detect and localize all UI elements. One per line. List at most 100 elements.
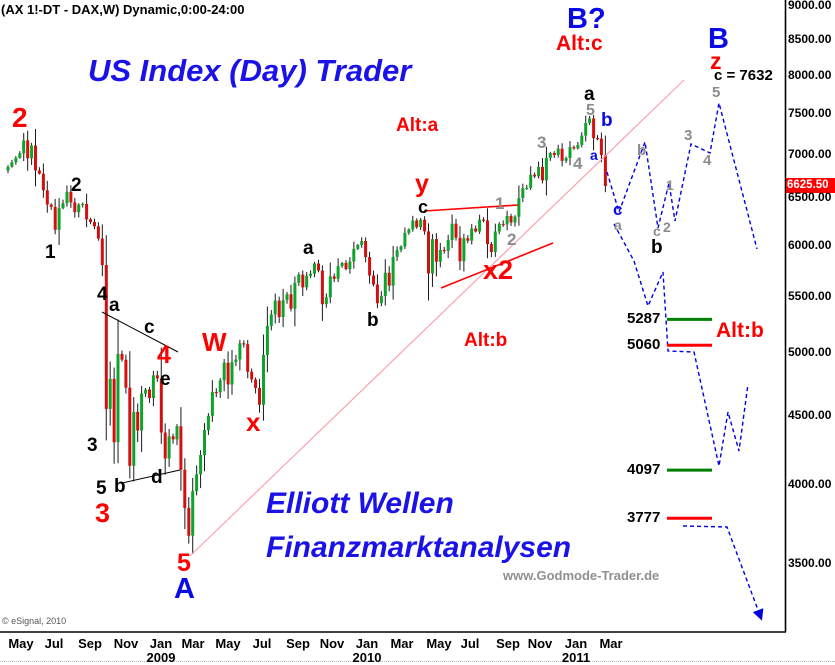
candle-up	[446, 240, 450, 251]
candle-up	[564, 158, 568, 161]
candle-down	[49, 204, 53, 207]
wave-label-c: c	[418, 197, 429, 217]
candle-down	[258, 387, 261, 405]
level-label-5287: 5287	[627, 310, 661, 327]
candle-up	[584, 123, 588, 136]
candle-down	[368, 257, 372, 276]
candle-down	[89, 219, 92, 222]
candle-up	[548, 153, 552, 158]
candle-up	[191, 491, 195, 536]
candle-down	[454, 223, 458, 238]
wave-label-2: 2	[12, 102, 28, 133]
wave-label-3: 3	[684, 127, 693, 144]
last-price-badge: 6625.50	[786, 178, 835, 193]
candle-up	[517, 198, 521, 217]
candle-down	[183, 469, 187, 508]
candle-up	[132, 411, 136, 466]
candle-down	[332, 276, 336, 279]
candle-up	[497, 223, 501, 232]
candle-down	[458, 237, 462, 262]
candle-down	[599, 138, 603, 156]
candle-down	[603, 155, 607, 186]
month-label: Mar	[181, 636, 205, 651]
candle-up	[348, 261, 352, 270]
candle-up	[77, 204, 81, 213]
wave-label-a: a	[590, 147, 598, 163]
candle-up	[419, 219, 423, 228]
candle-down	[128, 387, 132, 466]
candle-down	[375, 284, 379, 304]
candle-up	[411, 220, 415, 230]
price-tick-4500: 4500.00	[788, 408, 832, 422]
watermark-line1: Elliott Wellen	[266, 487, 454, 520]
month-label: May	[215, 636, 241, 651]
candle-up	[6, 166, 10, 171]
wave-label-5: 5	[586, 102, 595, 119]
candle-up	[293, 282, 297, 309]
wave-label-5: 5	[96, 478, 107, 499]
candle-down	[242, 343, 246, 345]
wave-label-A: A	[174, 573, 195, 605]
candle-up	[14, 157, 18, 163]
price-tick-6000: 6000.00	[788, 238, 832, 252]
bottom-dotted-divider	[0, 661, 835, 662]
candle-up	[285, 294, 289, 301]
wave-label-5: 5	[177, 549, 191, 577]
price-tick-4000: 4000.00	[788, 477, 832, 491]
candle-down	[69, 191, 73, 203]
candle-down	[26, 140, 30, 159]
candle-up	[336, 266, 340, 279]
wave-label-2: 2	[507, 230, 517, 249]
candle-up	[537, 166, 541, 177]
candle-down	[93, 222, 96, 227]
level-label-5060: 5060	[627, 336, 661, 353]
candle-down	[474, 228, 478, 232]
candle-up	[167, 436, 171, 459]
candle-up	[403, 232, 407, 247]
wedge-line-upper	[423, 204, 519, 212]
wave-label-b: b	[367, 310, 379, 331]
year-label: 2011	[561, 650, 591, 665]
candle-up	[544, 157, 548, 181]
candle-down	[148, 389, 151, 398]
candle-up	[203, 430, 206, 455]
candle-up	[144, 389, 148, 394]
month-label: May	[426, 636, 452, 651]
month-label: Sep	[78, 636, 102, 651]
price-tick-7000: 7000.00	[788, 147, 832, 161]
candle-down	[423, 219, 427, 232]
month-label: Jul	[252, 636, 272, 651]
price-tick-8000: 8000.00	[788, 68, 832, 82]
wave-label-Alta: Alt:a	[396, 115, 439, 136]
candle-up	[391, 256, 395, 286]
wave-label-2: 2	[71, 175, 82, 196]
candle-up	[521, 188, 525, 198]
candle-up	[529, 174, 533, 188]
candle-up	[493, 231, 497, 253]
candle-down	[45, 190, 49, 205]
month-label: May	[8, 636, 34, 651]
candle-up	[218, 380, 222, 393]
chart-title: (AX 1!-DT - DAX,W) Dynamic,0:00-24:00	[1, 2, 245, 17]
candle-up	[399, 246, 403, 251]
candle-up	[222, 362, 226, 381]
candle-down	[41, 173, 45, 191]
wave-label-c7632: c = 7632	[714, 67, 773, 84]
candle-up	[568, 147, 572, 158]
wave-label-d: d	[151, 467, 163, 488]
candle-down	[254, 379, 258, 388]
wave-label-b: b	[601, 110, 613, 131]
wave-label-2: 2	[663, 219, 671, 235]
candle-up	[360, 241, 364, 245]
projection-alt-path	[613, 223, 749, 467]
candle-down	[120, 353, 124, 360]
wave-label-B: B	[708, 23, 729, 55]
candle-down	[427, 231, 430, 274]
candle-up	[230, 362, 234, 385]
month-label: Jul	[44, 636, 64, 651]
candle-down	[53, 206, 57, 230]
candle-up	[556, 148, 560, 155]
candle-down	[482, 219, 485, 221]
candle-down	[560, 148, 564, 161]
